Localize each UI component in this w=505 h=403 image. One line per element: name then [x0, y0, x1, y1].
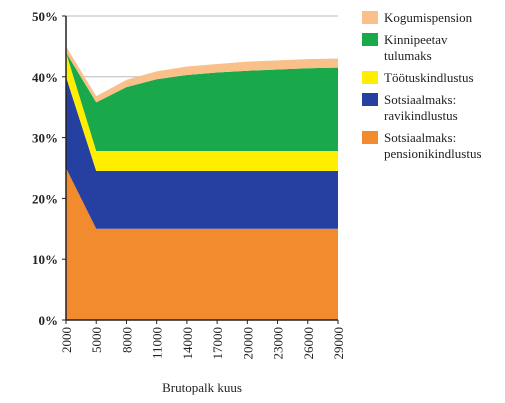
x-tick-label: 2000 [59, 327, 74, 353]
legend-item: Töötuskindlustus [362, 70, 502, 86]
x-tick-label: 20000 [240, 327, 255, 360]
y-tick-label: 50% [32, 9, 58, 24]
legend-item: Kogumispension [362, 10, 502, 26]
x-tick-label: 14000 [180, 327, 195, 360]
y-tick-label: 10% [32, 252, 58, 267]
area [66, 76, 338, 229]
y-tick-label: 0% [39, 313, 59, 328]
x-tick-label: 26000 [301, 327, 316, 360]
legend-item: Kinnipeetav tulumaks [362, 32, 502, 64]
x-tick-label: 11000 [150, 327, 165, 359]
x-tick-label: 17000 [210, 327, 225, 360]
legend-label: Sotsiaalmaks: ravikindlustus [384, 92, 458, 123]
area [66, 168, 338, 320]
legend-label: Kogumispension [384, 10, 473, 25]
y-tick-label: 20% [32, 191, 58, 206]
legend-label: Sotsiaalmaks: pensionikindlustus [384, 130, 482, 161]
area [66, 52, 338, 172]
legend-item: Sotsiaalmaks: ravikindlustus [362, 92, 502, 124]
x-tick-label: 29000 [331, 327, 346, 360]
x-tick-label: 23000 [271, 327, 286, 360]
legend: Kogumispension Kinnipeetav tulumaks Töötus… [362, 10, 502, 168]
x-tick-label: 5000 [89, 327, 104, 353]
x-tick-label: 8000 [119, 327, 134, 353]
legend-swatch [362, 131, 378, 144]
y-tick-label: 40% [32, 70, 58, 85]
area [66, 46, 338, 103]
legend-swatch [362, 11, 378, 24]
y-tick-label: 30% [32, 131, 58, 146]
legend-item: Sotsiaalmaks: pensionikindlustus [362, 130, 502, 162]
legend-swatch [362, 93, 378, 106]
legend-swatch [362, 33, 378, 46]
legend-label: Kinnipeetav tulumaks [384, 32, 448, 63]
legend-label: Töötuskindlustus [384, 70, 474, 85]
legend-swatch [362, 71, 378, 84]
area [66, 52, 338, 151]
x-axis-label: Brutopalk kuus [162, 380, 242, 395]
